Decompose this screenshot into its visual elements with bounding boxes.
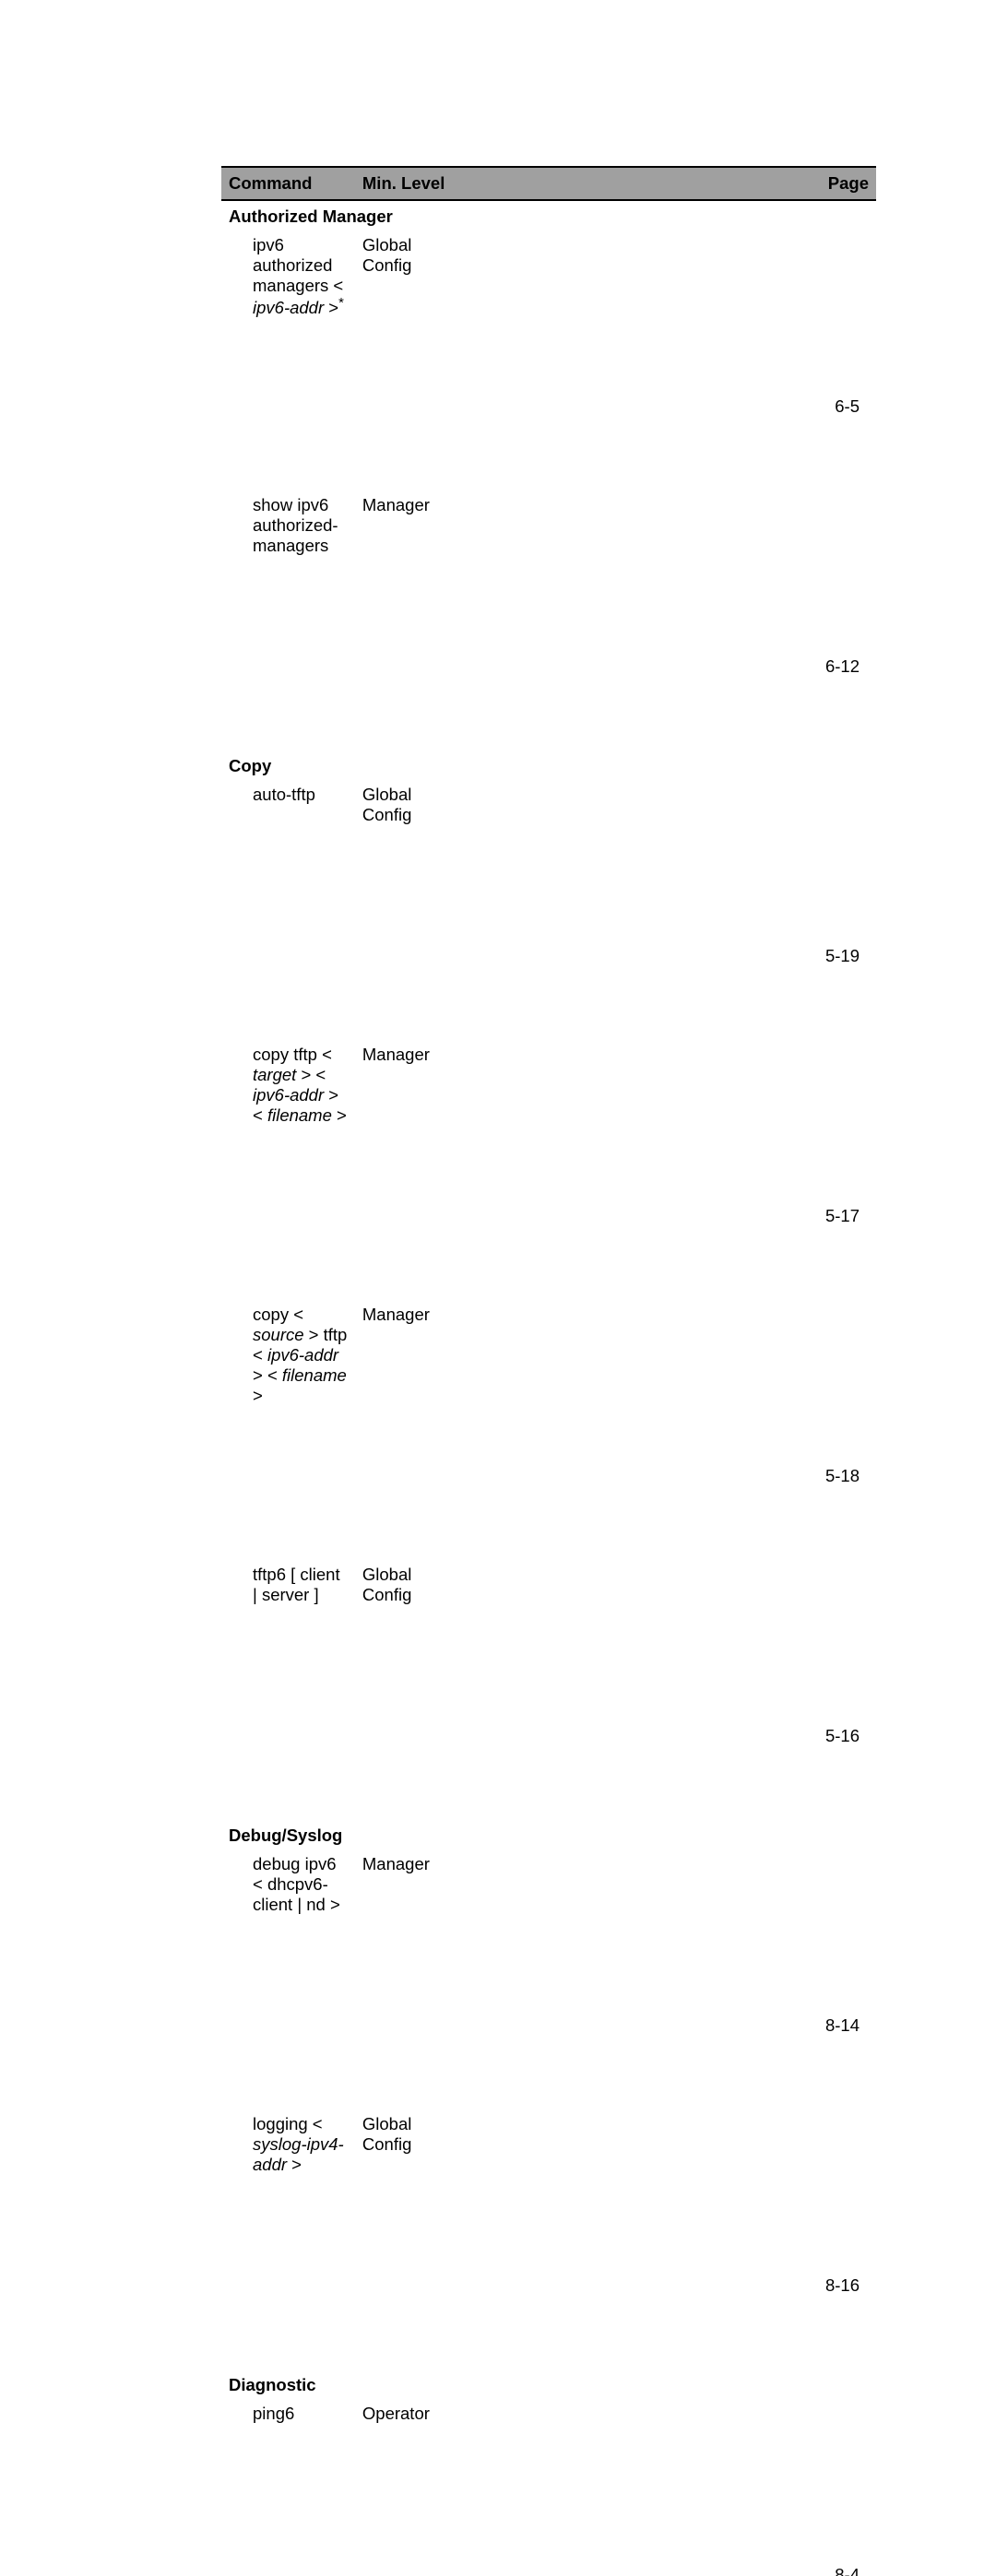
section-header: Debug/Syslog	[221, 1820, 876, 1849]
section-header: Diagnostic	[221, 2369, 876, 2399]
section-header: Copy	[221, 750, 876, 780]
table-row: debug ipv6 < dhcpv6-client | nd >Manager…	[221, 1849, 876, 2109]
table-row: auto-tftpGlobal Config5-19	[221, 780, 876, 1040]
table-row: tftp6 [ client | server ]Global Config5-…	[221, 1560, 876, 1820]
command-cell: logging < syslog-ipv4-addr >	[221, 2109, 355, 2369]
command-cell: tftp6 [ client | server ]	[221, 1560, 355, 1820]
page-cell: 5-16	[456, 1560, 876, 1820]
section-title: Authorized Manager	[221, 200, 876, 230]
command-cell: copy < source > tftp < ipv6-addr > < fil…	[221, 1300, 355, 1560]
command-cell: ipv6 authorized managers < ipv6-addr >*	[221, 230, 355, 490]
level-cell: Operator	[355, 2399, 456, 2576]
command-cell: ping6	[221, 2399, 355, 2576]
level-cell: Manager	[355, 1040, 456, 1300]
page-cell: 6-12	[456, 490, 876, 750]
col-min-level: Min. Level	[355, 167, 456, 200]
section-title: Debug/Syslog	[221, 1820, 876, 1849]
table-header-row: Command Min. Level Page	[221, 167, 876, 200]
col-command: Command	[221, 167, 355, 200]
page-cell: 5-17	[456, 1040, 876, 1300]
page-cell: 5-19	[456, 780, 876, 1040]
section-header: Authorized Manager	[221, 200, 876, 230]
section-title: Diagnostic	[221, 2369, 876, 2399]
level-cell: Manager	[355, 1300, 456, 1560]
page-cell: 6-5	[456, 230, 876, 490]
command-cell: show ipv6 authorized-managers	[221, 490, 355, 750]
level-cell: Global Config	[355, 1560, 456, 1820]
table-row: ping6Operator8-4	[221, 2399, 876, 2576]
table-row: ipv6 authorized managers < ipv6-addr >*G…	[221, 230, 876, 490]
level-cell: Global Config	[355, 780, 456, 1040]
level-cell: Manager	[355, 1849, 456, 2109]
col-page: Page	[456, 167, 876, 200]
table-row: show ipv6 authorized-managersManager6-12	[221, 490, 876, 750]
command-table: Command Min. Level Page Authorized Manag…	[221, 166, 876, 2576]
page-cell: 8-16	[456, 2109, 876, 2369]
command-cell: auto-tftp	[221, 780, 355, 1040]
table-row: logging < syslog-ipv4-addr >Global Confi…	[221, 2109, 876, 2369]
level-cell: Global Config	[355, 2109, 456, 2369]
command-cell: debug ipv6 < dhcpv6-client | nd >	[221, 1849, 355, 2109]
table-body: Authorized Manageripv6 authorized manage…	[221, 200, 876, 2576]
table-row: copy tftp < target > < ipv6-addr > < fil…	[221, 1040, 876, 1300]
page-cell: 8-14	[456, 1849, 876, 2109]
table-row: copy < source > tftp < ipv6-addr > < fil…	[221, 1300, 876, 1560]
page-cell: 5-18	[456, 1300, 876, 1560]
section-title: Copy	[221, 750, 876, 780]
level-cell: Manager	[355, 490, 456, 750]
page-cell: 8-4	[456, 2399, 876, 2576]
command-cell: copy tftp < target > < ipv6-addr > < fil…	[221, 1040, 355, 1300]
level-cell: Global Config	[355, 230, 456, 490]
